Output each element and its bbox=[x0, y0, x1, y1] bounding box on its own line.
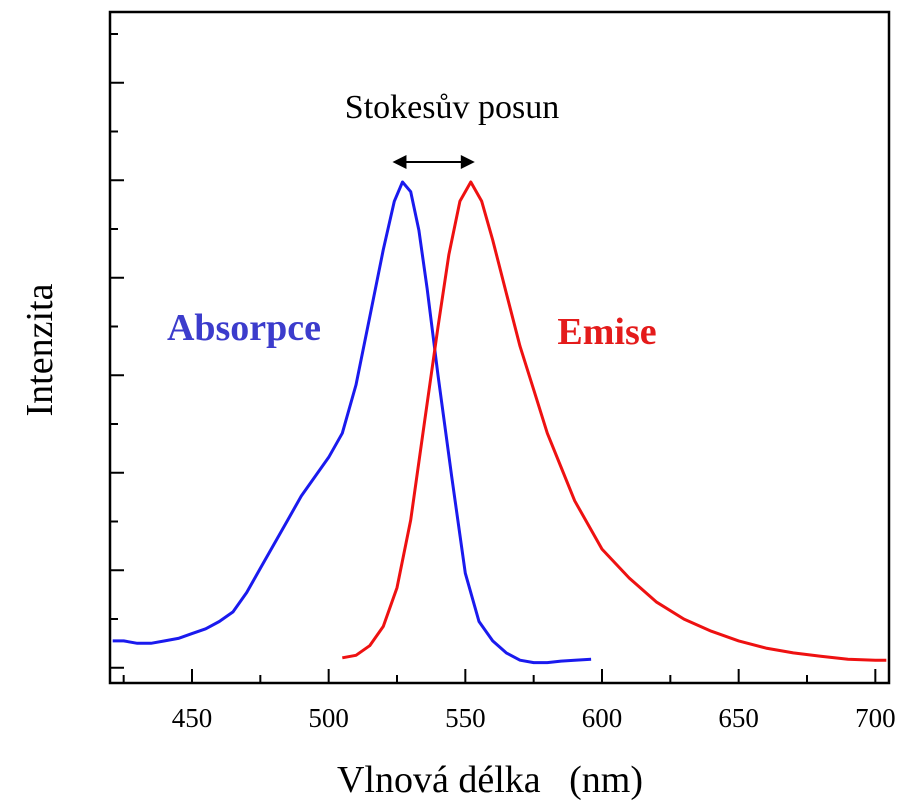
series-label-emise: Emise bbox=[557, 311, 656, 353]
x-tick-label: 550 bbox=[445, 703, 486, 733]
series-line-emise bbox=[342, 180, 887, 662]
axis-ticks bbox=[110, 33, 877, 683]
x-tick-labels: 450 500 550 600 650 700 bbox=[172, 703, 896, 733]
series-layer bbox=[112, 180, 887, 665]
stokes-shift-annotation: Stokesův posun bbox=[345, 89, 559, 126]
x-tick-label: 600 bbox=[582, 703, 623, 733]
x-tick-label: 700 bbox=[855, 703, 896, 733]
series-label-absorpce: Absorpce bbox=[167, 307, 321, 349]
stokes-shift-arrow bbox=[392, 155, 475, 169]
x-axis-title: Vlnová délka (nm) bbox=[337, 759, 643, 801]
y-axis-title: Intenzita bbox=[19, 283, 61, 416]
x-tick-label: 500 bbox=[308, 703, 349, 733]
x-tick-label: 450 bbox=[172, 703, 213, 733]
series-line-absorpce bbox=[112, 180, 592, 665]
x-tick-label: 650 bbox=[718, 703, 759, 733]
plot-frame bbox=[108, 10, 891, 685]
